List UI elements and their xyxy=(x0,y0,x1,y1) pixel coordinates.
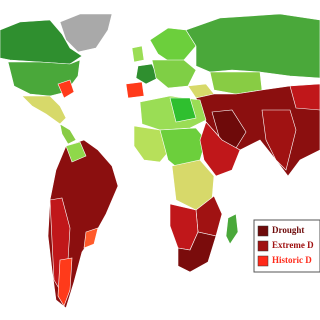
colombia xyxy=(65,141,87,163)
libya xyxy=(169,97,197,123)
mexico xyxy=(21,95,67,125)
legend-label: Extreme D xyxy=(272,240,314,250)
russia xyxy=(185,13,320,79)
madagascar xyxy=(225,213,239,245)
central-asia xyxy=(209,71,263,95)
uruguay xyxy=(83,227,99,249)
uk xyxy=(131,45,145,63)
france xyxy=(135,63,159,85)
india xyxy=(261,109,297,171)
china xyxy=(289,83,320,111)
iberia xyxy=(125,81,145,99)
greenland xyxy=(59,13,113,53)
legend-swatch xyxy=(257,240,269,252)
legend-label: Drought xyxy=(272,225,304,235)
scandinavia xyxy=(149,27,197,63)
legend-label: Historic D xyxy=(272,255,312,265)
argentina-south xyxy=(57,257,73,307)
central-america xyxy=(59,123,77,145)
horn-of-africa xyxy=(199,121,241,177)
legend-swatch xyxy=(257,225,269,237)
south-africa xyxy=(177,231,217,273)
legend-swatch xyxy=(257,255,269,267)
legend: Drought Extreme D Historic D xyxy=(257,225,314,267)
us-southeast xyxy=(57,79,75,99)
canada xyxy=(0,19,83,65)
